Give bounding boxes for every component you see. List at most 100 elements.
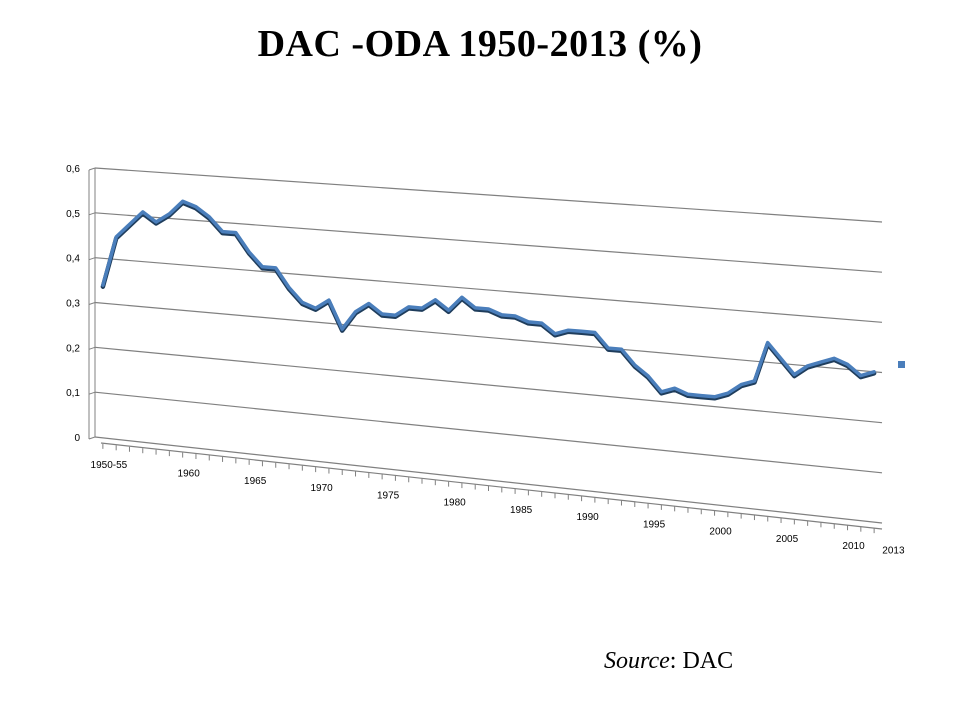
data-point <box>740 383 743 386</box>
data-point <box>833 357 836 360</box>
data-point <box>527 320 530 324</box>
data-point <box>460 296 464 299</box>
x-tick-label: 2005 <box>776 534 799 545</box>
data-point <box>141 210 144 214</box>
data-point <box>234 231 237 234</box>
y-gridline <box>94 301 883 374</box>
x-tick-label: 1975 <box>377 490 400 501</box>
data-point <box>341 327 344 331</box>
chart-title: DAC -ODA 1950-2013 (%) <box>257 23 703 65</box>
data-point <box>447 309 450 312</box>
y-tick-label: 0,3 <box>66 299 80 310</box>
y-gridline <box>94 346 883 424</box>
data-point <box>194 205 198 208</box>
data-point <box>753 379 756 383</box>
data-point <box>380 312 384 316</box>
y-tick-label: 0,4 <box>66 254 80 265</box>
series-layer <box>100 199 877 401</box>
x-tick-label: 1965 <box>244 476 267 487</box>
data-point <box>633 363 636 367</box>
y-tick-label: 0 <box>74 433 80 444</box>
data-point <box>806 364 809 368</box>
data-point <box>420 306 424 310</box>
data-point <box>407 305 410 309</box>
data-point <box>513 314 517 318</box>
data-point <box>274 266 277 270</box>
data-point <box>713 395 716 398</box>
data-point <box>607 346 610 350</box>
source-separator: : <box>669 648 683 674</box>
gridlines <box>94 167 883 474</box>
x-tick-label: 1970 <box>311 483 334 494</box>
data-point <box>819 360 823 364</box>
data-point <box>154 220 158 224</box>
data-point <box>726 392 730 395</box>
x-axis-base-line <box>94 436 883 524</box>
data-point <box>101 284 105 287</box>
data-point <box>434 298 437 301</box>
y-tick-mark <box>88 212 96 216</box>
data-point <box>221 230 224 233</box>
data-point <box>686 393 690 396</box>
data-point <box>115 235 118 239</box>
data-point <box>367 302 370 305</box>
data-point <box>793 373 796 376</box>
data-point <box>354 310 357 313</box>
y-tick-label: 0,2 <box>66 343 80 354</box>
y-tick-label: 0,5 <box>66 209 80 220</box>
x-tick-label: 2000 <box>709 527 732 538</box>
y-tick-mark <box>88 346 96 350</box>
data-point <box>181 200 184 203</box>
data-point <box>580 330 583 333</box>
data-point <box>247 250 251 254</box>
data-point <box>700 394 703 397</box>
data-point <box>859 374 862 377</box>
data-point <box>394 314 397 317</box>
data-point <box>474 306 477 310</box>
y-tick-mark <box>88 167 96 171</box>
data-point <box>301 301 304 304</box>
data-point <box>846 363 849 366</box>
data-point <box>646 374 650 378</box>
x-tick-label: 2013 <box>882 546 905 557</box>
x-tick-label: 1995 <box>643 519 666 530</box>
data-point <box>261 265 264 268</box>
y-tick-label: 0,6 <box>66 164 80 175</box>
y-tick-label: 0,1 <box>66 388 80 399</box>
data-point <box>872 370 876 373</box>
x-tick-label: 1960 <box>178 469 201 480</box>
data-point <box>314 307 317 310</box>
source-value: DAC <box>682 648 734 674</box>
legend <box>898 361 905 368</box>
data-point <box>500 313 503 317</box>
y-gridline <box>94 391 883 474</box>
source-label: Source <box>604 648 670 674</box>
data-point <box>620 348 623 351</box>
data-point <box>593 331 597 334</box>
y-tick-mark <box>88 257 96 261</box>
y-gridline <box>94 212 883 273</box>
x-tick-label: 1985 <box>510 505 533 516</box>
data-point <box>487 307 490 311</box>
data-point <box>327 298 331 302</box>
data-point <box>168 212 171 216</box>
y-gridline <box>94 257 883 323</box>
data-point <box>766 341 769 344</box>
data-point <box>287 286 291 289</box>
legend-marker <box>898 361 905 368</box>
data-point <box>208 215 211 219</box>
axes: 0 0,1 0,2 0,3 0,4 0,5 0,6 1950-55 1960 1965 1970 19… <box>66 164 905 557</box>
x-tick-label: 2010 <box>842 541 865 552</box>
data-point <box>673 387 676 390</box>
data-point <box>779 357 783 360</box>
x-tick-label: 1950-55 <box>91 460 128 471</box>
y-tick-mark <box>88 302 96 305</box>
data-point <box>128 223 131 226</box>
data-point <box>660 390 663 393</box>
y-gridline <box>94 167 883 223</box>
x-tick-label: 1980 <box>443 498 466 509</box>
source-note: Source: DAC <box>604 648 733 675</box>
x-tick-label: 1990 <box>576 512 599 523</box>
data-point <box>553 332 557 335</box>
